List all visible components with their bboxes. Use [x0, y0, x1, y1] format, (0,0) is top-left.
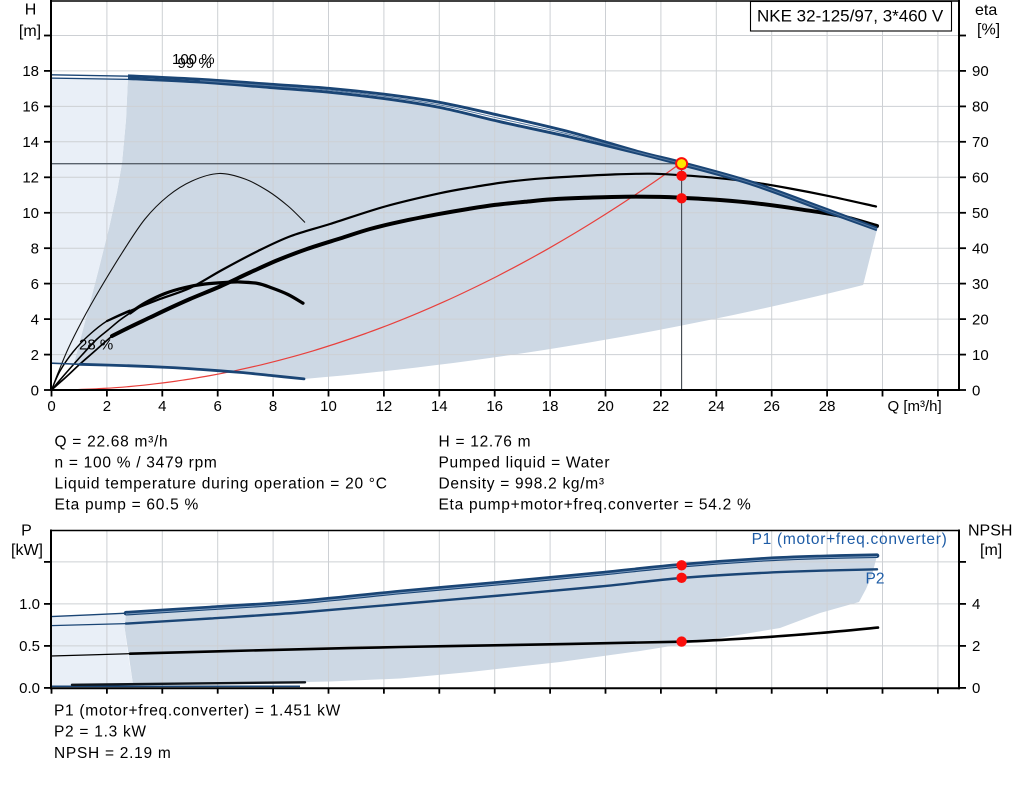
svg-text:24: 24 [708, 398, 725, 415]
svg-text:28: 28 [819, 398, 836, 415]
svg-text:6: 6 [214, 398, 222, 415]
svg-text:16: 16 [486, 398, 503, 415]
svg-text:28 %: 28 % [79, 337, 113, 354]
svg-text:12: 12 [376, 398, 393, 415]
svg-text:[m]: [m] [19, 23, 41, 40]
svg-text:0.0: 0.0 [19, 680, 40, 697]
svg-text:10: 10 [320, 398, 337, 415]
svg-text:8: 8 [269, 398, 277, 415]
svg-text:12: 12 [22, 170, 39, 187]
svg-text:40: 40 [972, 241, 989, 258]
svg-text:H = 12.76 m: H = 12.76 m [439, 434, 532, 451]
svg-text:4: 4 [31, 311, 39, 328]
svg-text:14: 14 [22, 134, 39, 151]
svg-text:1.0: 1.0 [19, 596, 40, 613]
svg-text:99 %: 99 % [178, 55, 212, 72]
svg-text:[kW]: [kW] [11, 542, 43, 559]
svg-text:100 %: 100 % [172, 51, 215, 68]
svg-text:P2 = 1.3 kW: P2 = 1.3 kW [54, 724, 147, 741]
svg-text:0: 0 [972, 382, 980, 399]
svg-text:2: 2 [31, 347, 39, 364]
svg-text:20: 20 [597, 398, 614, 415]
svg-text:Q = 22.68 m³/h: Q = 22.68 m³/h [55, 434, 169, 451]
svg-text:20: 20 [972, 311, 989, 328]
svg-text:P2: P2 [866, 571, 885, 588]
svg-text:eta: eta [975, 2, 997, 19]
svg-text:18: 18 [542, 398, 559, 415]
svg-text:P1 (motor+freq.converter) = 1.: P1 (motor+freq.converter) = 1.451 kW [54, 703, 341, 720]
svg-text:[%]: [%] [977, 22, 1000, 39]
svg-text:0: 0 [972, 680, 980, 697]
svg-text:8: 8 [31, 241, 39, 258]
svg-text:n = 100 % / 3479 rpm: n = 100 % / 3479 rpm [55, 455, 218, 472]
svg-text:NPSH = 2.19 m: NPSH = 2.19 m [54, 745, 171, 762]
svg-text:26: 26 [763, 398, 780, 415]
svg-text:Liquid temperature during oper: Liquid temperature during operation = 20… [55, 476, 388, 493]
svg-text:10: 10 [22, 205, 39, 222]
svg-text:Q [m³/h]: Q [m³/h] [888, 398, 942, 415]
svg-text:80: 80 [972, 99, 989, 116]
svg-text:2: 2 [103, 398, 111, 415]
svg-text:18: 18 [22, 63, 39, 80]
svg-text:Density = 998.2 kg/m³: Density = 998.2 kg/m³ [439, 476, 605, 493]
svg-text:Eta pump+motor+freq.converter: Eta pump+motor+freq.converter = 54.2 % [439, 496, 752, 513]
svg-text:50: 50 [972, 205, 989, 222]
svg-text:Pumped liquid = Water: Pumped liquid = Water [439, 455, 611, 472]
svg-text:14: 14 [431, 398, 448, 415]
svg-text:10: 10 [972, 347, 989, 364]
svg-text:4: 4 [972, 596, 980, 613]
svg-text:22: 22 [653, 398, 670, 415]
svg-text:[m]: [m] [980, 542, 1002, 559]
svg-text:60: 60 [972, 170, 989, 187]
svg-text:30: 30 [972, 276, 989, 293]
svg-text:Eta pump = 60.5 %: Eta pump = 60.5 % [55, 496, 200, 513]
svg-text:NKE 32-125/97, 3*460 V: NKE 32-125/97, 3*460 V [757, 7, 944, 26]
svg-text:H: H [25, 1, 37, 18]
svg-text:0: 0 [47, 398, 55, 415]
svg-text:P: P [21, 523, 32, 540]
svg-text:70: 70 [972, 134, 989, 151]
svg-text:0.5: 0.5 [19, 638, 40, 655]
svg-text:6: 6 [31, 276, 39, 293]
svg-text:NPSH: NPSH [968, 523, 1012, 540]
svg-text:16: 16 [22, 99, 39, 116]
svg-text:P1 (motor+freq.converter): P1 (motor+freq.converter) [752, 531, 948, 548]
svg-text:2: 2 [972, 638, 980, 655]
svg-text:4: 4 [158, 398, 166, 415]
svg-text:0: 0 [31, 382, 39, 399]
svg-text:90: 90 [972, 63, 989, 80]
